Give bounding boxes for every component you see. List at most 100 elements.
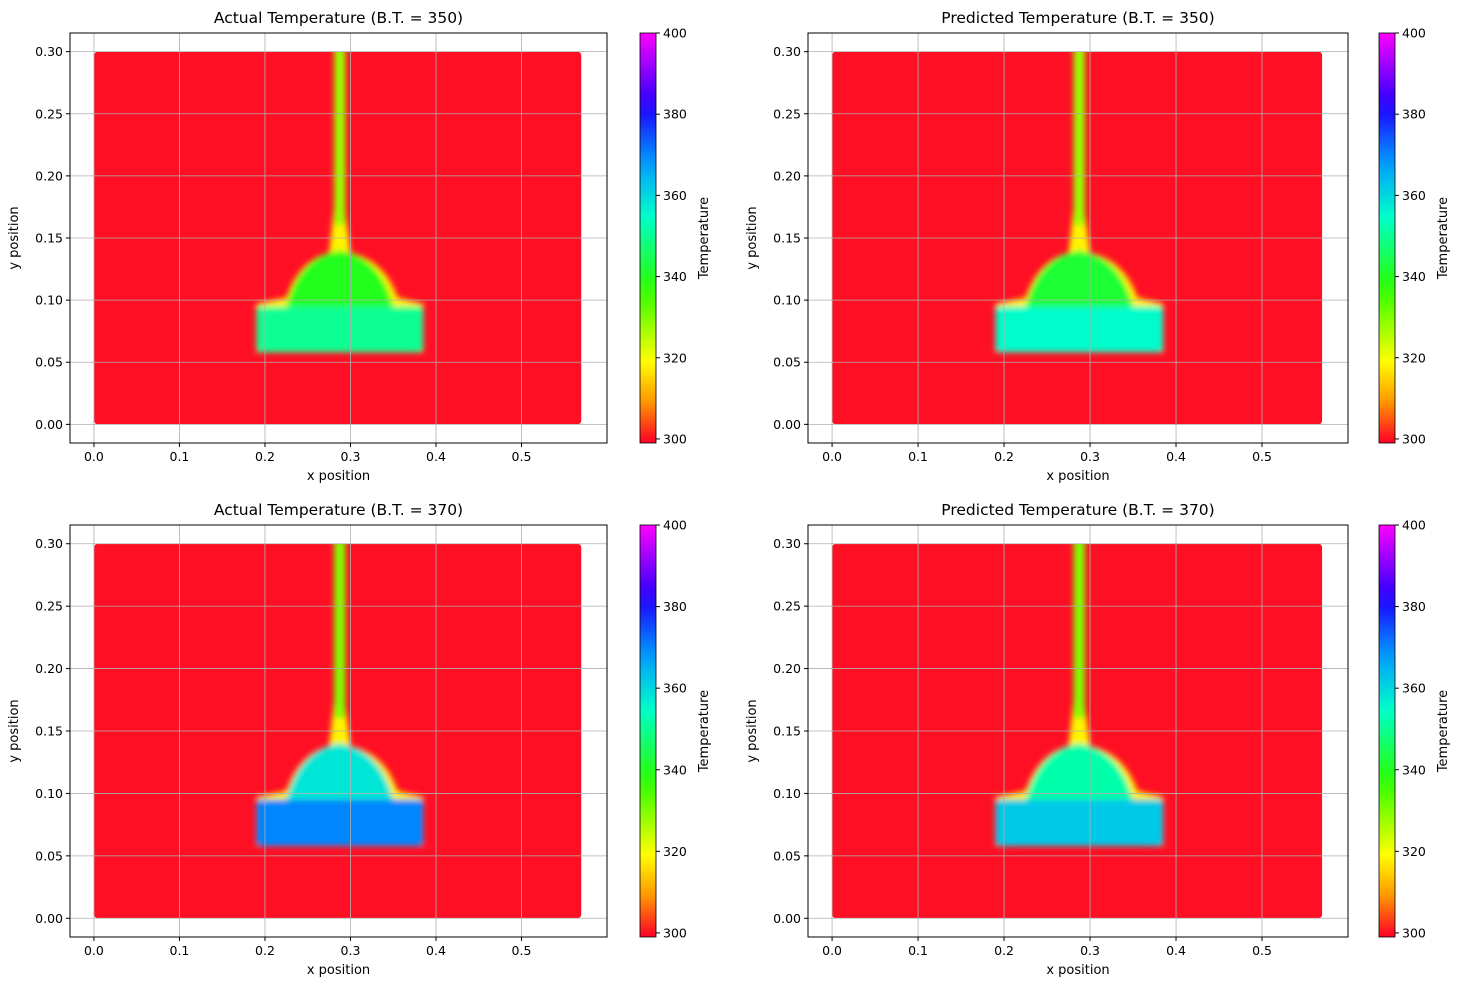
colorbar-tick-label: 360 [1402,681,1426,696]
y-axis-label: y position [7,699,22,762]
x-tick-label: 0.4 [426,943,446,958]
colorbar: 300 320 340 360 380 400 Temperature [639,26,712,446]
colorbar-label: Temperature [697,197,712,280]
x-tick-label: 0.5 [512,943,532,958]
base-block [995,799,1164,846]
panel-title: Predicted Temperature (B.T. = 370) [941,501,1214,519]
colorbar: 300 320 340 360 380 400 Temperature [1378,26,1451,446]
upper-dome [286,743,394,800]
y-tick-label: 0.25 [35,106,63,121]
x-tick-label: 0.2 [255,449,275,464]
colorbar-label: Temperature [697,690,712,773]
y-tick-label: 0.25 [35,599,63,614]
x-axis-label: x position [1046,469,1109,484]
y-axis-label: y position [7,206,22,269]
colorbar-tick-label: 380 [663,107,687,122]
colorbar-tick-label: 380 [1402,107,1426,122]
x-tick-label: 0.5 [512,449,532,464]
x-tick-label: 0.4 [1166,943,1186,958]
y-tick-label: 0.05 [35,355,63,370]
colorbar-tick-label: 320 [663,844,687,859]
heatmap-panel-4: 0.0 0.1 0.2 0.3 0.4 0.5 0.00 0.05 0.10 0.15 0.20 0.… [745,501,1451,978]
colorbar-tick-label: 340 [663,762,687,777]
gridlines [808,33,1348,443]
x-tick-label: 0.0 [84,449,104,464]
panel-title: Predicted Temperature (B.T. = 350) [941,9,1214,27]
gridlines [70,525,607,937]
y-tick-label: 0.20 [35,168,63,183]
y-tick-label: 0.30 [773,44,801,59]
y-tick-label: 0.25 [773,599,801,614]
y-tick-label: 0.20 [35,661,63,676]
y-tick-label: 0.20 [773,168,801,183]
y-tick-label: 0.00 [35,911,63,926]
colorbar-tick-label: 340 [663,269,687,284]
gridlines [70,33,607,443]
y-tick-label: 0.05 [35,848,63,863]
x-tick-label: 0.3 [1080,943,1100,958]
colorbar-tick-label: 400 [1402,26,1426,41]
colorbar-label: Temperature [1436,197,1451,280]
x-tick-label: 0.2 [255,943,275,958]
y-tick-label: 0.10 [35,293,63,308]
colorbar-tick-label: 340 [1402,762,1426,777]
colorbar-tick-label: 380 [1402,599,1426,614]
x-tick-label: 0.0 [822,449,842,464]
y-tick-label: 0.15 [773,231,801,246]
temperature-field [93,51,582,425]
y-tick-label: 0.30 [35,44,63,59]
x-tick-label: 0.3 [341,449,361,464]
panel-title: Actual Temperature (B.T. = 370) [214,501,463,519]
y-tick-label: 0.15 [35,231,63,246]
x-axis-label: x position [1046,963,1109,978]
y-tick-label: 0.25 [773,106,801,121]
colorbar-tick-label: 340 [1402,269,1426,284]
plume-column [334,51,346,226]
upper-dome [1025,250,1134,307]
heatmap-panel-1: 0.0 0.1 0.2 0.3 0.4 0.5 0.00 0.05 0.10 0.15 0.20 0.… [7,9,712,484]
x-tick-label: 0.2 [994,943,1014,958]
panel-title: Actual Temperature (B.T. = 350) [214,9,463,27]
x-tick-label: 0.1 [170,943,190,958]
x-tick-label: 0.4 [1166,449,1186,464]
colorbar-tick-label: 360 [1402,188,1426,203]
colorbar: 300 320 340 360 380 400 Temperature [1378,518,1451,940]
y-tick-label: 0.00 [773,417,801,432]
x-tick-label: 0.5 [1252,449,1272,464]
colorbar-tick-label: 400 [1402,518,1426,533]
colorbar-tick-label: 360 [663,681,687,696]
plume-column [1073,51,1085,226]
x-tick-label: 0.1 [170,449,190,464]
y-tick-label: 0.00 [773,911,801,926]
upper-dome [1025,743,1134,800]
y-tick-label: 0.10 [35,786,63,801]
y-tick-label: 0.15 [773,724,801,739]
y-tick-label: 0.15 [35,724,63,739]
x-tick-label: 0.4 [426,449,446,464]
x-axis-label: x position [307,963,370,978]
heatmap-panel-2: 0.0 0.1 0.2 0.3 0.4 0.5 0.00 0.05 0.10 0.15 0.20 0.… [745,9,1451,484]
base-block [995,306,1164,353]
x-tick-label: 0.3 [341,943,361,958]
colorbar-tick-label: 300 [663,925,687,940]
y-axis-label: y position [745,206,760,269]
colorbar-tick-label: 400 [663,518,687,533]
temperature-field [832,543,1323,919]
base-block [256,306,424,353]
y-tick-label: 0.05 [773,848,801,863]
plume-column [1073,543,1085,719]
colorbar-tick-label: 300 [1402,431,1426,446]
base-block [256,799,424,846]
colorbar-tick-label: 300 [663,431,687,446]
x-tick-label: 0.1 [908,449,928,464]
y-tick-label: 0.05 [773,355,801,370]
y-tick-label: 0.10 [773,786,801,801]
y-tick-label: 0.20 [773,661,801,676]
gridlines [808,525,1348,937]
colorbar-tick-label: 300 [1402,925,1426,940]
colorbar-tick-label: 360 [663,188,687,203]
x-tick-label: 0.2 [994,449,1014,464]
x-tick-label: 0.5 [1252,943,1272,958]
heatmap-panel-3: 0.0 0.1 0.2 0.3 0.4 0.5 0.00 0.05 0.10 0.15 0.20 0.… [7,501,712,978]
x-axis-label: x position [307,469,370,484]
